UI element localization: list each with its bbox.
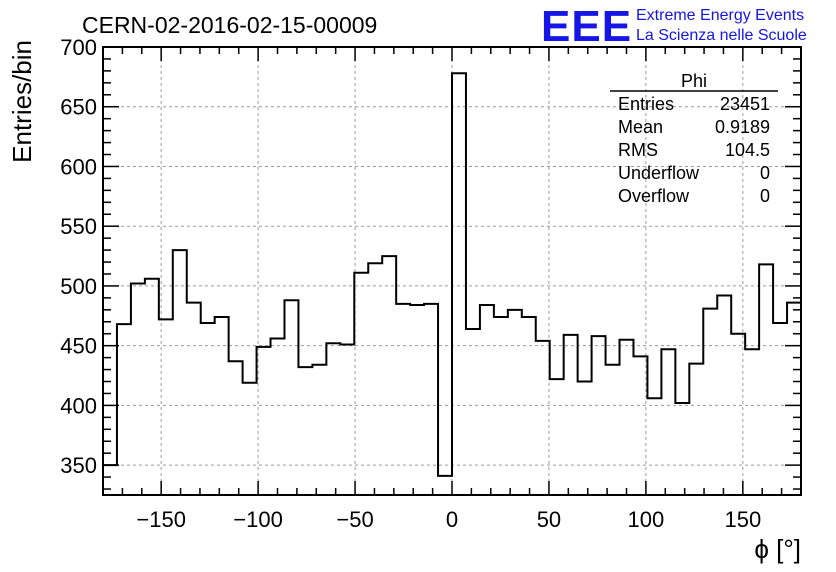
- x-tick-label: −100: [233, 507, 283, 532]
- histogram-bin: [145, 279, 159, 495]
- histogram-bin: [606, 365, 620, 495]
- stats-label: Overflow: [618, 186, 690, 206]
- stats-label: Mean: [618, 117, 663, 137]
- histogram-bin: [271, 338, 285, 495]
- histogram-bin: [773, 323, 787, 495]
- histogram-bin: [243, 383, 257, 495]
- histogram-outline: [103, 72, 801, 477]
- stats-value: 0.9189: [715, 117, 770, 137]
- histogram-bin: [368, 263, 382, 495]
- histogram-bin: [522, 317, 536, 495]
- histogram-bin: [117, 324, 131, 495]
- histogram-bin: [187, 303, 201, 495]
- y-tick-label: 450: [60, 334, 97, 359]
- histogram-bin: [438, 476, 452, 495]
- histogram-bin: [508, 310, 522, 495]
- histogram-bin: [745, 349, 759, 495]
- stats-value: 23451: [720, 94, 770, 114]
- histogram-bin: [396, 304, 410, 495]
- histogram-bin: [131, 284, 145, 495]
- histogram-bin: [284, 300, 298, 495]
- histogram-bin: [257, 347, 271, 495]
- histogram-bin: [592, 336, 606, 495]
- histogram-bin: [494, 317, 508, 495]
- histogram-bin: [675, 403, 689, 495]
- x-tick-label: 50: [537, 507, 561, 532]
- stats-label: Underflow: [618, 163, 700, 183]
- histogram-bin: [326, 343, 340, 495]
- histogram-bin: [298, 367, 312, 495]
- histogram-bin: [759, 264, 773, 495]
- histogram-bin: [689, 364, 703, 495]
- y-tick-label: 600: [60, 154, 97, 179]
- histogram-bin: [536, 341, 550, 495]
- histogram-bin: [633, 356, 647, 495]
- y-tick-label: 700: [60, 35, 97, 60]
- histogram-bin: [424, 304, 438, 495]
- stats-value: 0: [760, 186, 770, 206]
- y-tick-label: 650: [60, 95, 97, 120]
- histogram-bin: [564, 335, 578, 495]
- histogram-bin: [787, 303, 801, 495]
- y-axis-label: Entries/bin: [7, 40, 37, 163]
- histogram-bin: [717, 295, 731, 495]
- stats-title: Phi: [681, 71, 707, 91]
- histogram-bin: [340, 344, 354, 495]
- histogram-bin: [229, 361, 243, 495]
- y-tick-label: 350: [60, 453, 97, 478]
- histogram-bin: [382, 256, 396, 495]
- x-tick-label: −50: [336, 507, 373, 532]
- x-tick-label: 0: [446, 507, 458, 532]
- histogram-bin: [173, 250, 187, 495]
- y-tick-label: 400: [60, 393, 97, 418]
- logo-line-1: Extreme Energy Events: [636, 7, 804, 24]
- axis-ticks: [103, 46, 801, 495]
- histogram-bin: [661, 349, 675, 495]
- histogram-bins: [103, 73, 801, 495]
- histogram-bin: [215, 317, 229, 495]
- histogram-bin: [466, 329, 480, 495]
- histogram-bin: [354, 273, 368, 495]
- histogram-bin: [201, 323, 215, 495]
- histogram-bin: [452, 73, 466, 495]
- x-tick-label: −150: [136, 507, 186, 532]
- axis-tick-labels: −150 −100 −50 0 50 100 150 350 400 450 500 550 600 65…: [60, 35, 761, 532]
- logo-eee-mark: EEE: [541, 2, 632, 51]
- histogram-bin: [159, 319, 173, 495]
- chart-title: CERN-02-2016-02-15-00009: [82, 12, 377, 38]
- x-axis-label: ϕ [°]: [754, 534, 801, 564]
- stats-label: RMS: [618, 140, 658, 160]
- stats-box: Phi Entries 23451 Mean 0.9189 RMS 104.5 Underf…: [610, 71, 778, 206]
- histogram-bin: [550, 379, 564, 495]
- histogram-bin: [703, 309, 717, 495]
- histogram-bin: [647, 398, 661, 495]
- x-tick-label: 100: [628, 507, 665, 532]
- x-tick-label: 150: [724, 507, 761, 532]
- stats-value: 104.5: [725, 140, 770, 160]
- logo-line-2: La Scienza nelle Scuole: [636, 27, 807, 44]
- histogram-bin: [731, 334, 745, 495]
- histogram-bin: [578, 382, 592, 495]
- y-tick-label: 550: [60, 214, 97, 239]
- stats-label: Entries: [618, 94, 674, 114]
- histogram-bin: [480, 305, 494, 495]
- stats-value: 0: [760, 163, 770, 183]
- histogram-bin: [620, 340, 634, 495]
- y-tick-label: 500: [60, 274, 97, 299]
- histogram-bin: [410, 305, 424, 495]
- histogram-bin: [103, 465, 117, 495]
- histogram-bin: [312, 365, 326, 495]
